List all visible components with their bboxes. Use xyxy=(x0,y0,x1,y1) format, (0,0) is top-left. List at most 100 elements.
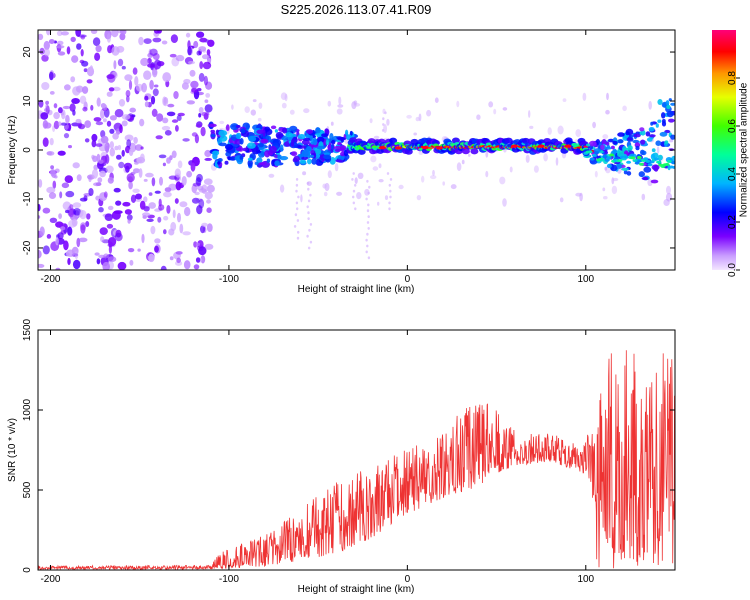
heatmap-cell-355 xyxy=(154,190,161,194)
heatmap-cell-289 xyxy=(57,150,66,156)
heatmap-cell-502 xyxy=(103,191,108,198)
heatmap-cell-189 xyxy=(117,261,127,270)
heatmap-cell-304 xyxy=(65,252,70,257)
heatmap-cell-1004 xyxy=(229,156,236,161)
heatmap-cell-711 xyxy=(389,189,392,193)
heatmap-cell-685 xyxy=(352,195,355,199)
heatmap-cell-258 xyxy=(109,147,116,157)
heatmap-cell-1590 xyxy=(655,123,659,128)
heatmap-cell-492 xyxy=(130,194,137,203)
heatmap-cell-64 xyxy=(100,236,105,243)
heatmap-cell-413 xyxy=(167,103,175,108)
heatmap-cell-657 xyxy=(648,100,652,110)
heatmap-cell-401 xyxy=(145,172,154,178)
heatmap-cell-198 xyxy=(169,155,173,161)
top-x-ticks: -200 -100 0 100 xyxy=(40,30,595,285)
heatmap-cell-404 xyxy=(94,52,101,61)
heatmap-cell-1634 xyxy=(649,134,656,138)
heatmap-cell-536 xyxy=(611,185,618,195)
heatmap-cell-285 xyxy=(173,91,179,99)
heatmap-cell-297 xyxy=(52,180,57,189)
heatmap-cell-172 xyxy=(129,259,134,266)
heatmap-cell-511 xyxy=(190,162,196,172)
heatmap-cell-1655 xyxy=(635,145,640,151)
heatmap-cell-1692 xyxy=(640,139,646,145)
heatmap-cell-1577 xyxy=(657,99,663,105)
heatmap-cell-503 xyxy=(128,148,134,156)
heatmap-cell-1681 xyxy=(612,140,618,145)
heatmap-cell-317 xyxy=(152,37,162,43)
heatmap-cell-68 xyxy=(152,67,158,78)
heatmap-cell-293 xyxy=(187,46,192,56)
heatmap-cell-522 xyxy=(456,162,462,172)
colorbar-label: Normalized spectral amplitude xyxy=(739,82,750,217)
heatmap-cell-1125 xyxy=(389,137,398,144)
heatmap-cell-904 xyxy=(265,128,273,136)
heatmap-cell-179 xyxy=(189,69,196,77)
heatmap-cell-1010 xyxy=(208,123,217,128)
heatmap-cell-449 xyxy=(162,162,166,167)
heatmap-cell-168 xyxy=(74,250,79,260)
heatmap-cell-516 xyxy=(75,30,82,37)
bottom-x-tick-label: -100 xyxy=(219,574,239,585)
heatmap-cell-695 xyxy=(367,227,370,230)
heatmap-cell-989 xyxy=(260,138,269,144)
heatmap-cell-1576 xyxy=(645,131,651,137)
heatmap-cell-144 xyxy=(196,31,205,38)
heatmap-cell-1688 xyxy=(668,118,675,123)
heatmap-cell-1538 xyxy=(537,144,545,148)
top-x-tick-label: -200 xyxy=(40,274,60,285)
heatmap-cell-315 xyxy=(46,186,56,194)
heatmap-cell-487 xyxy=(162,96,167,106)
heatmap-cell-313 xyxy=(175,124,179,132)
heatmap-cell-1726 xyxy=(594,151,599,155)
heatmap-cell-373 xyxy=(116,154,122,160)
heatmap-cell-1754 xyxy=(653,157,659,161)
heatmap-cell-710 xyxy=(389,195,392,199)
heatmap-cell-712 xyxy=(388,183,391,187)
heatmap-cell-594 xyxy=(406,114,412,119)
heatmap-cell-936 xyxy=(271,159,276,167)
heatmap-cell-375 xyxy=(111,210,121,220)
heatmap-cell-400 xyxy=(69,103,76,112)
heatmap-cell-602 xyxy=(432,169,435,176)
heatmap-cell-267 xyxy=(67,226,73,236)
heatmap-cell-26 xyxy=(100,108,105,119)
heatmap-cell-466 xyxy=(190,80,199,89)
heatmap-cell-569 xyxy=(327,170,332,179)
heatmap-cell-1750 xyxy=(645,159,651,163)
heatmap-cell-1015 xyxy=(305,129,314,135)
heatmap-cell-191 xyxy=(114,109,124,118)
heatmap-cell-141 xyxy=(81,60,89,67)
heatmap-cell-52 xyxy=(59,191,63,199)
heatmap-cell-541 xyxy=(378,163,382,169)
heatmap-cell-681 xyxy=(307,187,310,191)
heatmap-cell-1637 xyxy=(601,139,607,146)
heatmap-cell-1732 xyxy=(606,156,612,160)
heatmap-cell-393 xyxy=(151,108,158,117)
heatmap-cell-645 xyxy=(373,135,380,140)
snr-panel: -200 -100 0 100 0 500 1000 1500 Height of stra… xyxy=(7,318,676,595)
heatmap-cell-837 xyxy=(219,135,228,142)
heatmap-cell-390 xyxy=(79,95,87,105)
top-x-tick-label: 100 xyxy=(577,274,594,285)
heatmap-cell-701 xyxy=(367,191,370,195)
heatmap-cell-386 xyxy=(132,188,140,193)
heatmap-cell-70 xyxy=(106,223,114,229)
heatmap-cell-714 xyxy=(386,172,390,175)
heatmap-cell-1014 xyxy=(256,129,265,134)
heatmap-cell-507 xyxy=(48,192,57,200)
heatmap-cell-286 xyxy=(162,117,169,124)
heatmap-cell-456 xyxy=(72,109,76,116)
heatmap-cell-1005 xyxy=(325,139,330,146)
heatmap-cell-1657 xyxy=(588,140,597,147)
heatmap-cell-505 xyxy=(79,210,87,220)
heatmap-cell-402 xyxy=(175,181,182,191)
heatmap-cell-686 xyxy=(352,189,356,193)
heatmap-cell-543 xyxy=(336,191,343,196)
heatmap-cell-108 xyxy=(179,223,184,234)
heatmap-cell-1746 xyxy=(636,155,642,159)
heatmap-cell-426 xyxy=(111,46,120,56)
heatmap-cell-430 xyxy=(114,145,119,151)
heatmap-cell-565 xyxy=(357,172,364,179)
